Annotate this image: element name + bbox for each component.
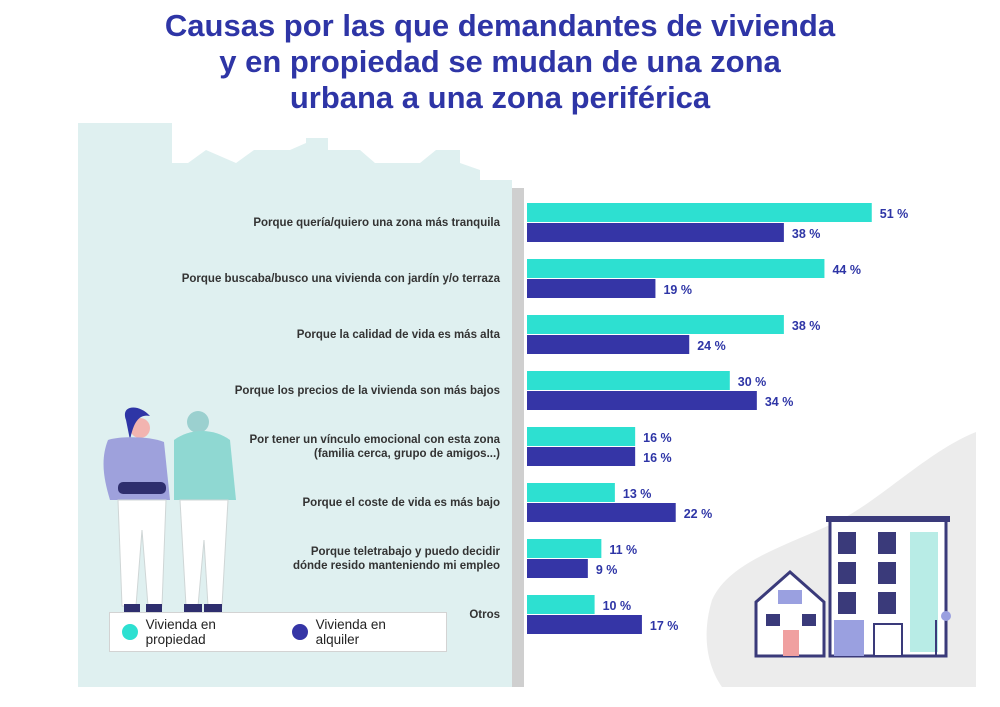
title-line-3: urbana a una zona periférica [289,80,711,115]
legend-swatch-alquiler [292,624,308,640]
category-label: Otros [469,609,500,621]
bar-alquiler [527,335,690,354]
category-label: Porque la calidad de vida es más alta [297,329,501,341]
category-label: Por tener un vínculo emocional con esta … [250,434,501,460]
bar-propiedad [527,371,730,390]
bar-propiedad [527,595,595,614]
bar-alquiler [527,447,636,466]
legend-label-propiedad: Vivienda en propiedad [145,617,216,647]
data-label: 24 % [697,339,726,353]
legend-swatch-propiedad [122,624,138,640]
data-label: 13 % [623,487,652,501]
bar-alquiler [527,615,642,634]
bar-alquiler [527,559,588,578]
houses-illustration [754,516,951,658]
bar-propiedad [527,259,825,278]
bar-propiedad [527,427,636,446]
panel-divider [512,188,524,687]
bar-propiedad [527,483,615,502]
title-line-1: Causas por las que demandantes de vivien… [164,8,836,43]
category-label: Porque los precios de la vivienda son má… [235,385,500,397]
title-line-2: y en propiedad se mudan de una zona [219,44,781,79]
data-label: 34 % [765,395,794,409]
bar-alquiler [527,391,757,410]
data-label: 22 % [684,507,713,521]
bar-propiedad [527,203,872,222]
category-label: Porque teletrabajo y puedo decidir dónde … [293,546,501,572]
legend-item-alquiler: Vivienda en alquiler [292,617,430,647]
bar-propiedad [527,539,602,558]
data-label: 11 % [609,543,637,557]
legend-label-alquiler: Vivienda en alquiler [315,617,386,647]
bar-alquiler [527,279,656,298]
data-label: 16 % [643,451,672,465]
page-title: Causas por las que demandantes de vivien… [0,8,1000,116]
data-label: 10 % [603,599,632,613]
data-label: 30 % [738,375,767,389]
bar-propiedad [527,315,784,334]
data-label: 38 % [792,319,821,333]
category-label: Porque buscaba/busco una vivienda con ja… [182,273,501,285]
legend: Vivienda en propiedad Vivienda en alquil… [109,612,447,652]
data-label: 51 % [880,207,909,221]
data-label: 19 % [663,283,692,297]
data-label: 17 % [650,619,679,633]
data-label: 9 % [596,563,618,577]
data-label: 38 % [792,227,821,241]
people-illustration [103,407,236,612]
data-label: 16 % [643,431,672,445]
bar-alquiler [527,503,676,522]
category-label: Porque quería/quiero una zona más tranqu… [253,217,500,229]
legend-item-propiedad: Vivienda en propiedad [122,617,276,647]
category-label: Porque el coste de vida es más bajo [303,497,501,509]
data-label: 44 % [832,263,861,277]
bar-alquiler [527,223,784,242]
